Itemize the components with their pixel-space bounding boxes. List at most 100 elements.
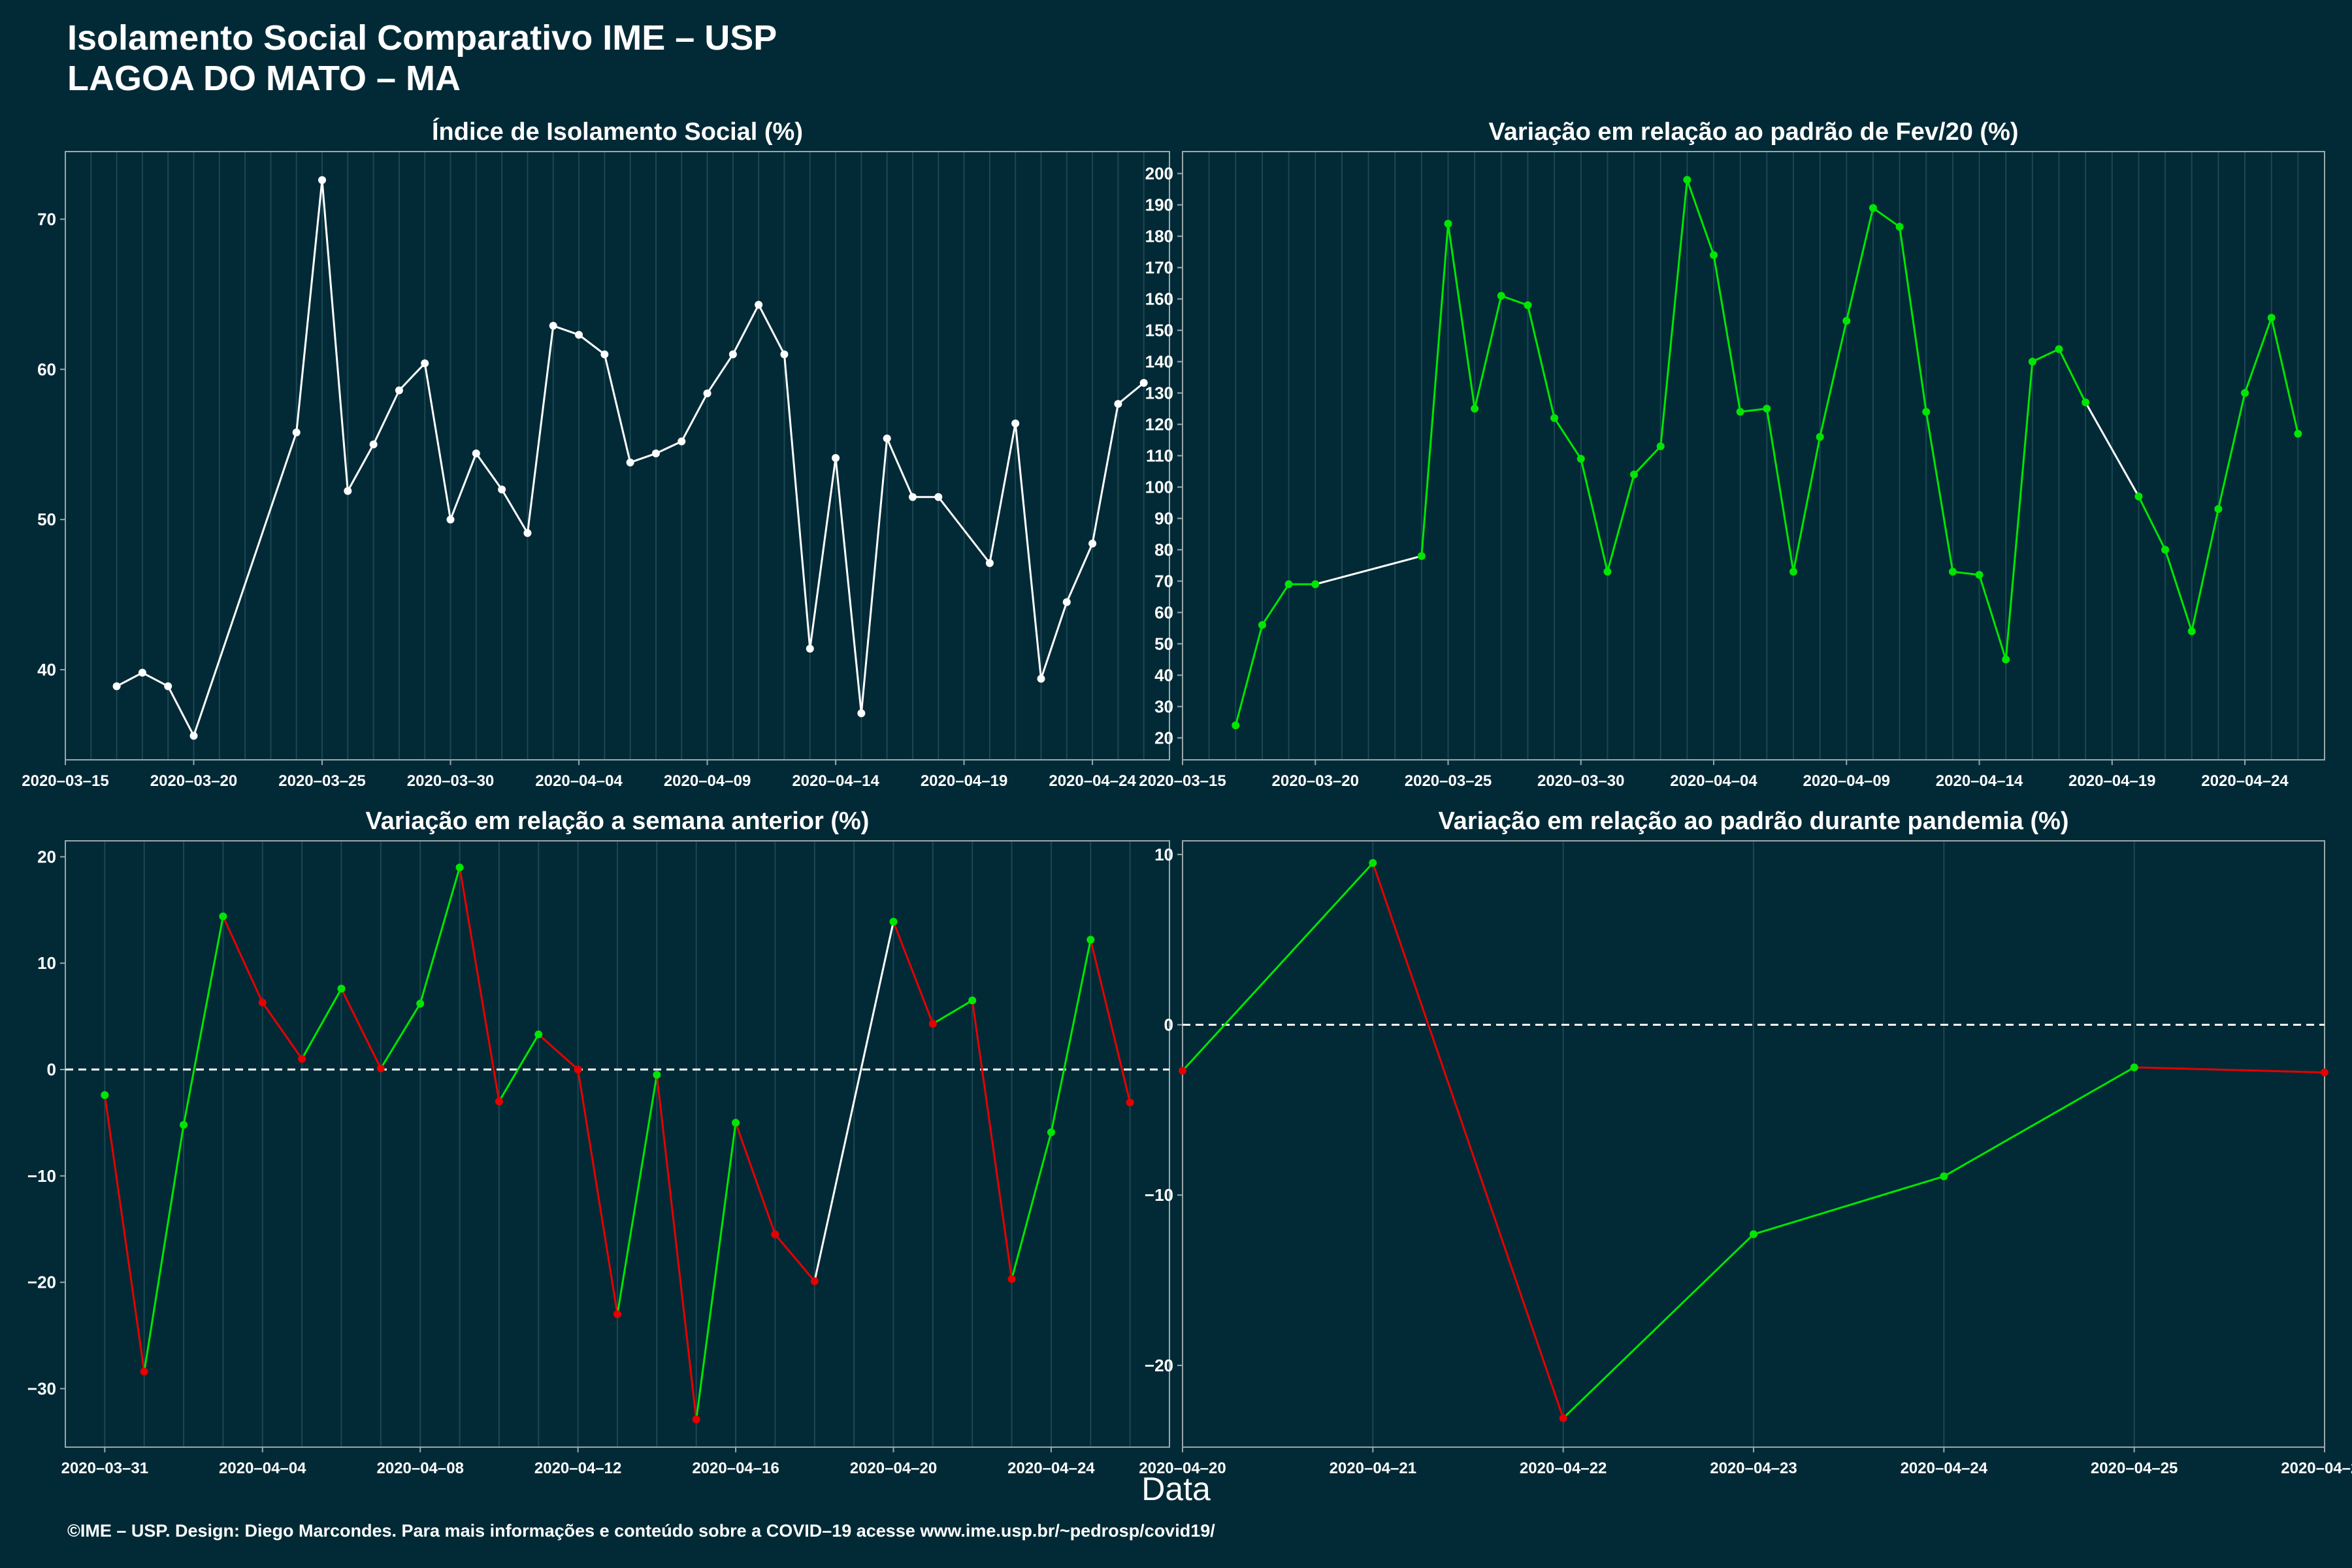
x-tick-label: 2020–04–22: [1520, 1460, 1607, 1477]
series-line-segment: [706, 353, 734, 394]
series-line-segment: [1181, 862, 1374, 1071]
series-line-segment: [809, 457, 837, 649]
x-tick-label: 2020–04–19: [921, 772, 1007, 790]
data-point: [421, 359, 429, 368]
y-tick-label: 70: [1154, 571, 1173, 591]
y-tick-label: 170: [1145, 258, 1173, 278]
x-tick-label: 2020–04–19: [2068, 772, 2155, 790]
data-point: [780, 350, 789, 359]
data-point: [416, 1000, 425, 1008]
y-tick-label: 20: [1154, 728, 1173, 747]
data-point: [968, 996, 977, 1005]
data-point: [1139, 379, 1148, 387]
series-line-segment: [1659, 180, 1688, 447]
series-line-segment: [475, 453, 503, 491]
data-point: [1088, 539, 1097, 547]
series-line-segment: [578, 334, 606, 355]
data-point: [1550, 414, 1559, 422]
x-tick-label: 2020–04–04: [535, 772, 623, 790]
data-point: [908, 493, 917, 501]
data-point: [219, 912, 227, 921]
series-line-segment: [603, 353, 632, 463]
data-point: [1940, 1172, 1948, 1181]
x-tick-label: 2020–04–08: [376, 1460, 463, 1477]
data-point: [1086, 936, 1095, 944]
x-tick-label: 2020–04–16: [692, 1460, 779, 1477]
data-point: [1630, 470, 1639, 479]
y-tick-label: 120: [1145, 415, 1173, 434]
series-line-segment: [932, 999, 973, 1025]
data-point: [164, 682, 172, 691]
series-line-segment: [301, 988, 342, 1060]
data-point: [626, 458, 634, 466]
series-line-segment: [2217, 393, 2246, 510]
series-line-segment: [398, 363, 426, 391]
data-point: [534, 1030, 543, 1039]
data-point: [1736, 408, 1744, 416]
data-point: [101, 1091, 109, 1100]
data-point: [1047, 1128, 1055, 1137]
data-point: [180, 1120, 188, 1129]
data-point: [2214, 505, 2223, 514]
data-point: [455, 863, 464, 872]
series-line-segment: [1580, 458, 1609, 572]
data-point: [653, 1071, 661, 1079]
data-point: [189, 732, 198, 740]
x-tick-label: 2020–04–04: [1670, 772, 1757, 790]
series-line-segment: [1553, 417, 1582, 460]
y-tick-label: 50: [37, 510, 56, 529]
series-line-segment: [526, 325, 555, 534]
y-tick-label: 10: [1154, 845, 1173, 864]
series-line-segment: [971, 1000, 1013, 1279]
data-point: [1869, 204, 1877, 212]
data-point: [2055, 345, 2063, 353]
y-tick-label: 100: [1145, 477, 1173, 497]
data-point: [2134, 492, 2143, 500]
series-line-segment: [757, 304, 785, 355]
series-line-segment: [1819, 320, 1848, 438]
series-line-segment: [695, 1122, 737, 1420]
x-tick-label: 2020–04–26: [2281, 1460, 2352, 1477]
series-line-segment: [774, 1233, 815, 1282]
data-point: [498, 485, 506, 494]
x-tick-label: 2020–04–20: [850, 1460, 937, 1477]
data-point: [1284, 580, 1293, 589]
data-point: [934, 493, 943, 501]
y-tick-label: 30: [1154, 696, 1173, 716]
y-tick-label: −30: [27, 1379, 56, 1398]
x-tick-label: 2020–03–30: [407, 772, 494, 790]
data-point: [292, 428, 301, 436]
series-line-segment: [182, 916, 224, 1125]
data-point: [2082, 398, 2090, 406]
x-tick-label: 2020–03–20: [1272, 772, 1359, 790]
series-line-segment: [2084, 402, 2140, 497]
series-line-segment: [1261, 583, 1290, 626]
data-point: [1311, 580, 1320, 589]
series-line-segment: [577, 1069, 619, 1315]
series-line-segment: [2138, 496, 2166, 551]
panel-title: Variação em relação a semana anterior (%…: [366, 808, 870, 835]
series-line-segment: [1753, 1175, 1944, 1235]
x-tick-label: 2020–04–24: [1049, 772, 1136, 790]
y-tick-label: 70: [37, 209, 56, 229]
series-line-segment: [340, 988, 382, 1070]
x-tick-label: 2020–04–24: [2201, 772, 2289, 790]
series-line-segment: [886, 438, 914, 498]
data-point: [1007, 1275, 1016, 1283]
y-tick-label: −10: [27, 1166, 56, 1186]
panel-border: [1182, 151, 2325, 760]
data-point: [985, 559, 994, 567]
series-line-segment: [321, 180, 349, 491]
y-tick-label: 40: [1154, 665, 1173, 685]
x-tick-label: 2020–04–24: [1007, 1460, 1095, 1477]
series-line-segment: [419, 867, 461, 1004]
series-line-segment: [1606, 474, 1635, 572]
series-line-segment: [860, 438, 889, 713]
series-line-segment: [834, 457, 862, 713]
x-tick-label: 2020–04–14: [1936, 772, 2023, 790]
data-point: [883, 434, 891, 443]
data-point: [258, 998, 267, 1007]
series-line-segment: [1686, 179, 1715, 255]
series-line-segment: [222, 915, 264, 1004]
